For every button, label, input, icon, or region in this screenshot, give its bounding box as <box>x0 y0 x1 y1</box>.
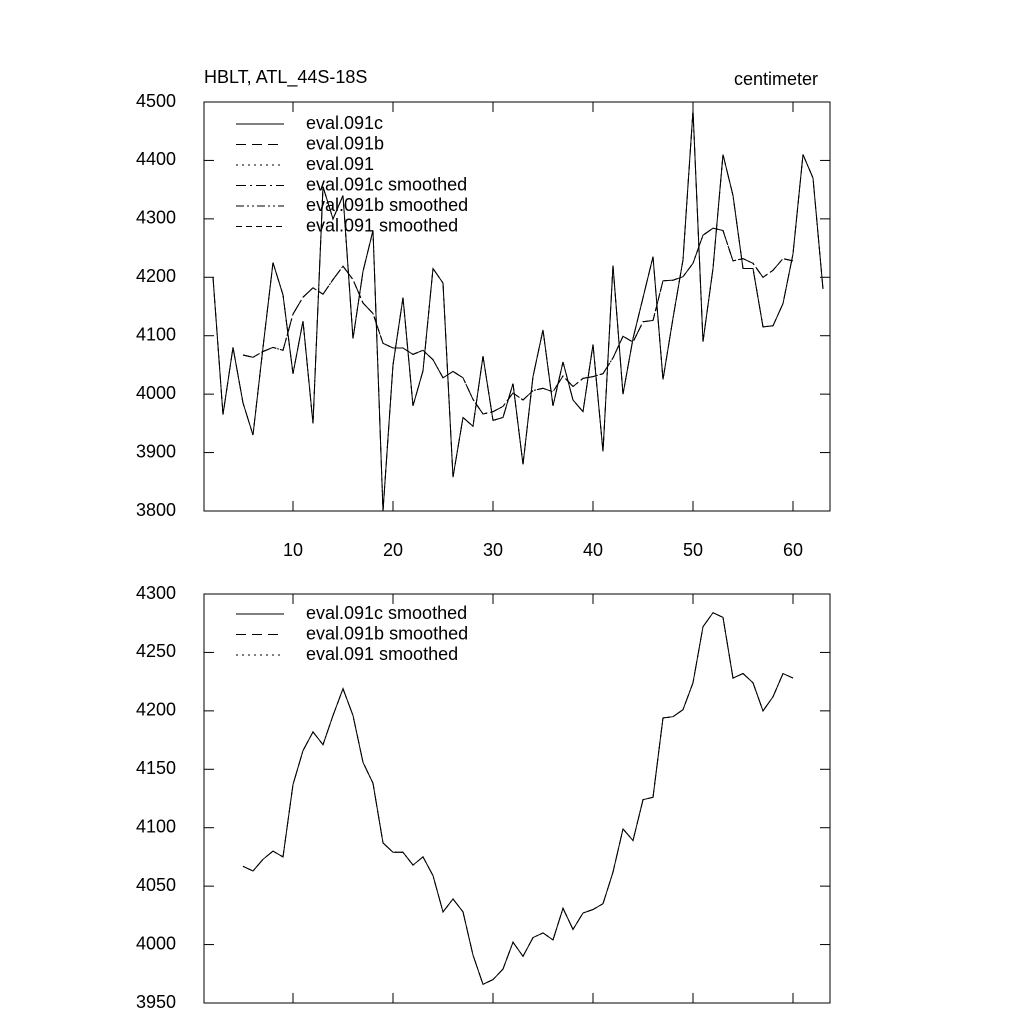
y-tick-label: 4050 <box>136 875 176 895</box>
x-tick-label: 40 <box>583 540 603 560</box>
series-line <box>242 227 794 415</box>
x-tick-label: 20 <box>383 540 403 560</box>
y-tick-label: 4400 <box>136 149 176 169</box>
plot-frame <box>203 101 831 512</box>
legend-label: eval.091b <box>306 133 384 153</box>
chart-title: HBLT, ATL_44S-18S <box>204 67 367 88</box>
x-tick-label: 30 <box>483 540 503 560</box>
x-tick-label: 50 <box>683 540 703 560</box>
series-line <box>242 227 794 415</box>
y-tick-label: 4200 <box>136 266 176 286</box>
y-tick-label: 3900 <box>136 441 176 461</box>
y-tick-label: 4500 <box>136 91 176 111</box>
x-tick-label: 60 <box>783 540 803 560</box>
units-label: centimeter <box>734 69 818 89</box>
series-line <box>242 612 794 985</box>
series-line <box>242 227 794 415</box>
plot-frame <box>203 593 831 1004</box>
y-tick-label: 4100 <box>136 816 176 836</box>
y-tick-label: 4300 <box>136 583 176 603</box>
y-tick-label: 3950 <box>136 992 176 1012</box>
legend-label: eval.091 <box>306 154 374 174</box>
y-tick-label: 4150 <box>136 758 176 778</box>
series-line <box>242 612 794 985</box>
legend-label: eval.091b smoothed <box>306 623 468 643</box>
series-line <box>212 110 824 512</box>
y-tick-label: 3800 <box>136 500 176 520</box>
series-line <box>212 110 824 512</box>
legend-label: eval.091c <box>306 113 383 133</box>
series-line <box>242 612 794 985</box>
series-line <box>212 110 824 512</box>
legend-label: eval.091c smoothed <box>306 174 467 194</box>
y-tick-label: 4250 <box>136 641 176 661</box>
x-tick-label: 10 <box>283 540 303 560</box>
y-tick-label: 4200 <box>136 700 176 720</box>
y-tick-label: 4300 <box>136 208 176 228</box>
y-tick-label: 4000 <box>136 383 176 403</box>
legend-label: eval.091b smoothed <box>306 195 468 215</box>
y-tick-label: 4100 <box>136 324 176 344</box>
y-tick-label: 4000 <box>136 933 176 953</box>
legend-label: eval.091 smoothed <box>306 215 458 235</box>
legend-label: eval.091c smoothed <box>306 603 467 623</box>
legend-label: eval.091 smoothed <box>306 644 458 664</box>
